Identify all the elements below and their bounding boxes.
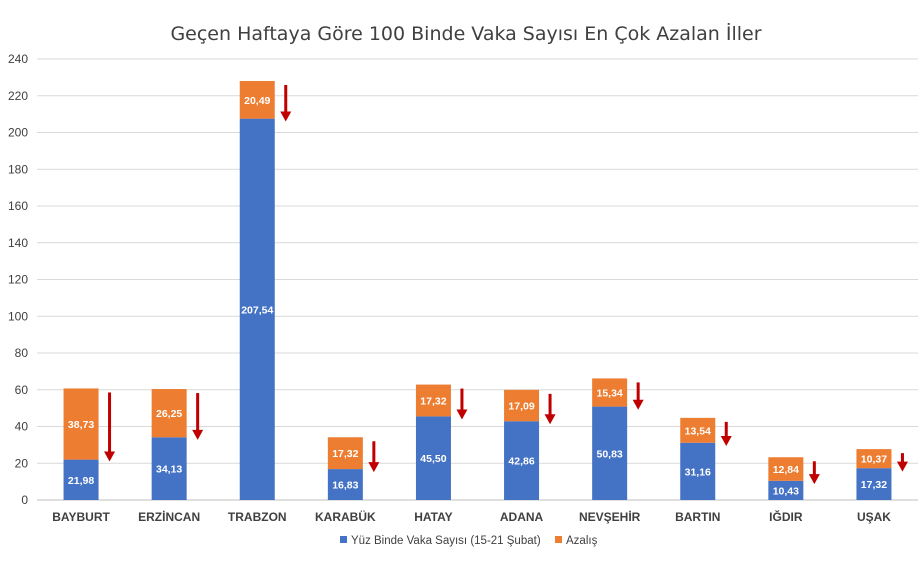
- down-arrow-icon: [104, 392, 116, 462]
- data-label-cases: 21,98: [68, 475, 94, 487]
- y-tick-label: 120: [8, 273, 28, 287]
- bar-segment-decrease: [680, 417, 716, 443]
- bar-segment-cases: [239, 118, 275, 500]
- y-tick-label: 200: [8, 126, 28, 140]
- down-arrow-icon: [896, 453, 908, 472]
- chart-title: Geçen Haftaya Göre 100 Binde Vaka Sayısı…: [170, 22, 761, 45]
- category-label: HATAY: [414, 510, 452, 524]
- data-label-cases: 10,43: [773, 485, 799, 497]
- legend-swatch: [340, 536, 347, 543]
- down-arrow-icon: [280, 84, 292, 122]
- y-tick-label: 60: [15, 383, 29, 397]
- y-tick-label: 140: [8, 236, 28, 250]
- data-label-decrease: 15,34: [597, 388, 623, 400]
- data-label-cases: 34,13: [156, 464, 182, 476]
- bar-segment-decrease: [151, 389, 187, 438]
- y-tick-label: 160: [8, 199, 28, 213]
- bar-segment-cases: [327, 469, 363, 500]
- legend-label: Azalış: [566, 535, 598, 547]
- category-label: ADANA: [500, 510, 544, 524]
- bar-segment-decrease: [415, 384, 451, 417]
- bar-segment-cases: [415, 416, 451, 500]
- data-label-cases: 207,54: [241, 304, 273, 316]
- y-tick-label: 220: [8, 89, 28, 103]
- bar-segment-decrease: [327, 437, 363, 470]
- down-arrow-icon: [632, 382, 644, 410]
- category-label: NEVŞEHİR: [579, 509, 641, 524]
- data-label-cases: 16,83: [332, 480, 358, 492]
- y-tick-label: 240: [8, 52, 28, 66]
- category-label: BARTIN: [675, 510, 720, 524]
- bar-segment-decrease: [856, 449, 892, 469]
- bar-segment-decrease: [239, 80, 275, 119]
- down-arrow-icon: [720, 421, 732, 446]
- category-label: ERZİNCAN: [138, 509, 200, 524]
- y-tick-label: 100: [8, 309, 28, 323]
- bar-segment-decrease: [63, 388, 99, 460]
- decrease-arrows: [104, 84, 908, 485]
- bar-segment-cases: [768, 480, 804, 500]
- bar-segment-cases: [592, 406, 628, 500]
- data-label-decrease: 10,37: [861, 454, 887, 466]
- legend: Yüz Binde Vaka Sayısı (15-21 Şubat) Azalı…: [340, 535, 598, 547]
- category-label: TRABZON: [228, 510, 287, 524]
- bar-segment-decrease: [504, 389, 540, 422]
- category-label: KARABÜK: [315, 509, 376, 524]
- data-label-decrease: 12,84: [773, 464, 799, 476]
- data-label-cases: 50,83: [597, 448, 623, 460]
- down-arrow-icon: [544, 393, 556, 425]
- data-label-cases: 42,86: [508, 456, 534, 468]
- data-label-cases: 17,32: [861, 479, 887, 491]
- data-label-cases: 31,16: [685, 466, 711, 478]
- down-arrow-icon: [368, 441, 380, 473]
- y-tick-label: 20: [15, 456, 29, 470]
- y-tick-label: 180: [8, 162, 28, 176]
- down-arrow-icon: [192, 393, 204, 440]
- y-tick-label: 0: [21, 493, 28, 507]
- data-label-decrease: 13,54: [685, 425, 711, 437]
- category-label: UŞAK: [857, 510, 891, 524]
- data-label-decrease: 26,25: [156, 408, 182, 420]
- category-label: IĞDIR: [769, 509, 803, 524]
- y-tick-label: 40: [15, 420, 29, 434]
- data-label-decrease: 17,32: [332, 448, 358, 460]
- x-axis: BAYBURT ERZİNCAN TRABZON KARABÜK HATAY ADANA N…: [52, 509, 891, 524]
- y-axis: 0 20 40 60 80 100 120 140 160 180 200 220 240: [8, 52, 28, 507]
- bar-segment-decrease: [768, 457, 804, 481]
- bar-segment-decrease: [592, 378, 628, 407]
- bar-segment-cases: [63, 459, 99, 500]
- bar-segment-cases: [680, 442, 716, 500]
- category-label: BAYBURT: [52, 510, 110, 524]
- data-label-decrease: 20,49: [244, 95, 270, 107]
- data-label-decrease: 17,09: [508, 401, 534, 413]
- legend-item-decrease: Azalış: [555, 535, 598, 547]
- legend-swatch: [555, 536, 562, 543]
- bar-segment-cases: [504, 421, 540, 500]
- legend-label: Yüz Binde Vaka Sayısı (15-21 Şubat): [351, 535, 541, 547]
- data-label-decrease: 38,73: [68, 419, 94, 431]
- bar-segment-cases: [856, 468, 892, 500]
- data-label-decrease: 17,32: [420, 395, 446, 407]
- legend-item-cases: Yüz Binde Vaka Sayısı (15-21 Şubat): [340, 535, 541, 547]
- down-arrow-icon: [456, 388, 468, 420]
- bars: 21,98 38,73 34,13 26,25 207,54 20,49 16,83 17,3…: [63, 80, 892, 500]
- data-label-cases: 45,50: [420, 453, 446, 465]
- y-tick-label: 80: [15, 346, 29, 360]
- down-arrow-icon: [808, 461, 820, 485]
- bar-segment-cases: [151, 437, 187, 500]
